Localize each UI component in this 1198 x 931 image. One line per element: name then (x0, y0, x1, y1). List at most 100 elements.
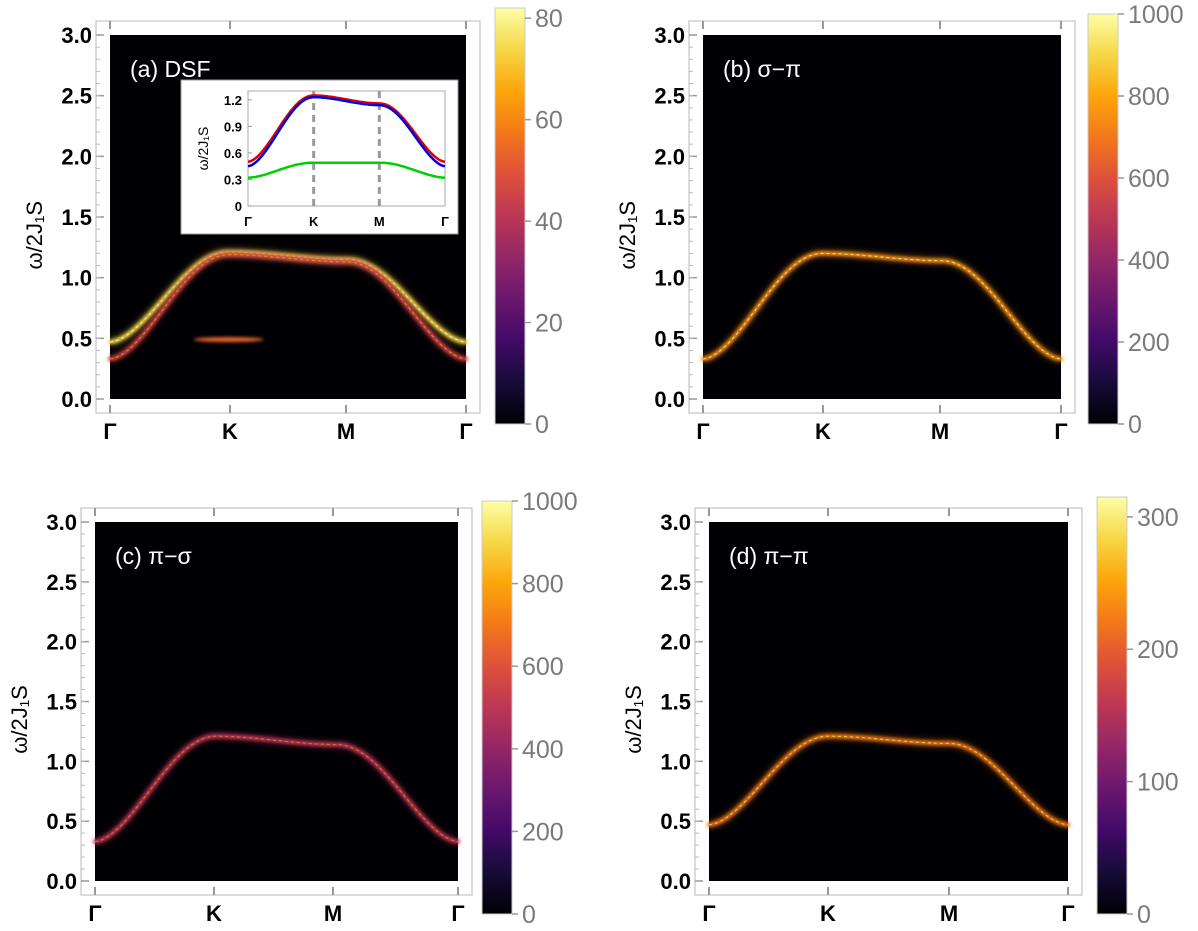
colorbar-tick-label: 800 (1128, 83, 1170, 111)
x-tick-label: Γ (459, 419, 472, 444)
band-flat-peak (193, 337, 264, 343)
panel-label: (d) π−π (729, 543, 809, 569)
colorbar-tick-label: 800 (522, 571, 564, 599)
inset-y-tick-label: 0.6 (224, 146, 242, 161)
band-lower-ridge (109, 254, 467, 360)
inset-y-tick-label: 0 (235, 199, 242, 214)
y-tick-label: 2.0 (654, 144, 685, 169)
y-tick-label: 1.5 (654, 205, 685, 230)
colorbar (1096, 496, 1128, 915)
y-tick-label: 0.5 (660, 809, 691, 834)
y-tick-label: 0.0 (46, 869, 77, 894)
y-tick-label: 1.5 (46, 690, 77, 715)
y-axis-label: ω/2J₁S (621, 685, 646, 754)
inset-y-tick-label: 0.9 (224, 119, 242, 134)
x-tick-label: Γ (103, 419, 116, 444)
colorbar-tick-label: 0 (522, 901, 536, 929)
y-axis-label: ω/2J₁S (22, 201, 47, 270)
y-axis-label: ω/2J₁S (7, 685, 32, 754)
colorbar-tick-label: 40 (535, 208, 563, 236)
inset-x-tick-label: M (374, 214, 385, 229)
heatmap-background (703, 35, 1061, 399)
inset-x-tick-label: Γ (441, 214, 449, 229)
colorbar-tick-label: 300 (1137, 504, 1179, 532)
inset-background (180, 79, 459, 235)
colorbar-tick-label: 200 (1128, 329, 1170, 357)
colorbar-tick-label: 400 (522, 736, 564, 764)
heatmap-background (709, 522, 1068, 881)
panel-a: Γ K M Γ 0.0 0.5 1.0 1.5 2.0 2.5 3.0 ω/2J₁S (a) DSF 0 2… (22, 5, 563, 444)
heatmap-background (95, 522, 458, 881)
y-tick-label: 1.0 (61, 266, 92, 291)
y-tick-label: 0.0 (660, 869, 691, 894)
x-tick-label: K (206, 901, 222, 926)
y-tick-label: 1.5 (660, 690, 691, 715)
y-tick-label: 0.0 (61, 387, 92, 412)
colorbar-tick-label: 600 (1128, 165, 1170, 193)
inset-series-1 (247, 95, 446, 168)
x-tick-label: M (337, 419, 355, 444)
y-tick-label: 2.0 (660, 630, 691, 655)
y-tick-label: 3.0 (61, 23, 92, 48)
y-axis-label: ω/2J₁S (615, 201, 640, 270)
colorbar-tick-label: 1000 (522, 488, 578, 516)
inset-x-tick-label: K (309, 214, 319, 229)
y-tick-label: 0.5 (654, 326, 685, 351)
inset-x-tick-label: Γ (244, 214, 252, 229)
panel-d: Γ K M Γ 0.0 0.5 1.0 1.5 2.0 2.5 3.0 ω/2J₁S (d) π−π 0 1… (621, 496, 1179, 929)
x-tick-label: Γ (702, 901, 715, 926)
y-tick-label: 3.0 (46, 510, 77, 535)
colorbar-tick-label: 0 (535, 411, 549, 439)
colorbar-tick-label: 400 (1128, 247, 1170, 275)
colorbar (481, 500, 513, 915)
colorbar-tick-label: 60 (535, 107, 563, 135)
panel-label: (a) DSF (130, 56, 211, 82)
y-tick-label: 1.0 (46, 749, 77, 774)
inset-y-tick-label: 0.3 (224, 172, 242, 187)
colorbar-tick-label: 600 (522, 653, 564, 681)
y-tick-label: 1.0 (660, 749, 691, 774)
band-main-ridge (94, 735, 459, 843)
inset-series-2 (247, 161, 446, 179)
colorbar (494, 7, 526, 425)
y-tick-label: 0.5 (46, 809, 77, 834)
y-tick-label: 2.5 (654, 84, 685, 109)
y-tick-label: 1.5 (61, 205, 92, 230)
y-tick-label: 2.5 (46, 570, 77, 595)
x-tick-label: M (940, 901, 958, 926)
colorbar-tick-label: 0 (1128, 411, 1142, 439)
x-tick-label: Γ (88, 901, 101, 926)
band-main-ridge (702, 252, 1062, 360)
colorbar (1087, 13, 1119, 425)
inset-y-tick-label: 1.2 (224, 93, 242, 108)
x-tick-label: Γ (1054, 419, 1067, 444)
panel-label: (c) π−σ (115, 543, 192, 569)
y-tick-label: 3.0 (660, 510, 691, 535)
x-tick-label: K (820, 901, 836, 926)
x-tick-label: Γ (696, 419, 709, 444)
y-tick-label: 0.5 (61, 326, 92, 351)
colorbar-tick-label: 200 (522, 818, 564, 846)
inset-y-axis-label: ω/2J₁S (195, 127, 211, 171)
y-tick-label: 0.0 (654, 387, 685, 412)
y-tick-label: 2.5 (61, 84, 92, 109)
panel-b: Γ K M Γ 0.0 0.5 1.0 1.5 2.0 2.5 3.0 ω/2J₁S (b) σ−π 0 2… (615, 1, 1184, 444)
y-tick-label: 2.0 (46, 630, 77, 655)
panel-label: (b) σ−π (723, 56, 801, 82)
x-tick-label: K (222, 419, 238, 444)
colorbar-tick-label: 100 (1137, 769, 1179, 797)
x-tick-label: M (931, 419, 949, 444)
colorbar-tick-label: 20 (535, 310, 563, 338)
y-tick-label: 2.5 (660, 570, 691, 595)
x-tick-label: M (324, 901, 342, 926)
y-tick-label: 1.0 (654, 266, 685, 291)
x-tick-label: Γ (451, 901, 464, 926)
inset-frame (247, 90, 446, 207)
x-tick-label: Γ (1061, 901, 1074, 926)
colorbar-tick-label: 80 (535, 5, 563, 33)
panel-c: Γ K M Γ 0.0 0.5 1.0 1.5 2.0 2.5 3.0 ω/2J₁S (c) π−σ 0 2… (7, 488, 578, 929)
x-tick-label: K (815, 419, 831, 444)
y-tick-label: 3.0 (654, 23, 685, 48)
inset-series-0 (247, 94, 446, 164)
